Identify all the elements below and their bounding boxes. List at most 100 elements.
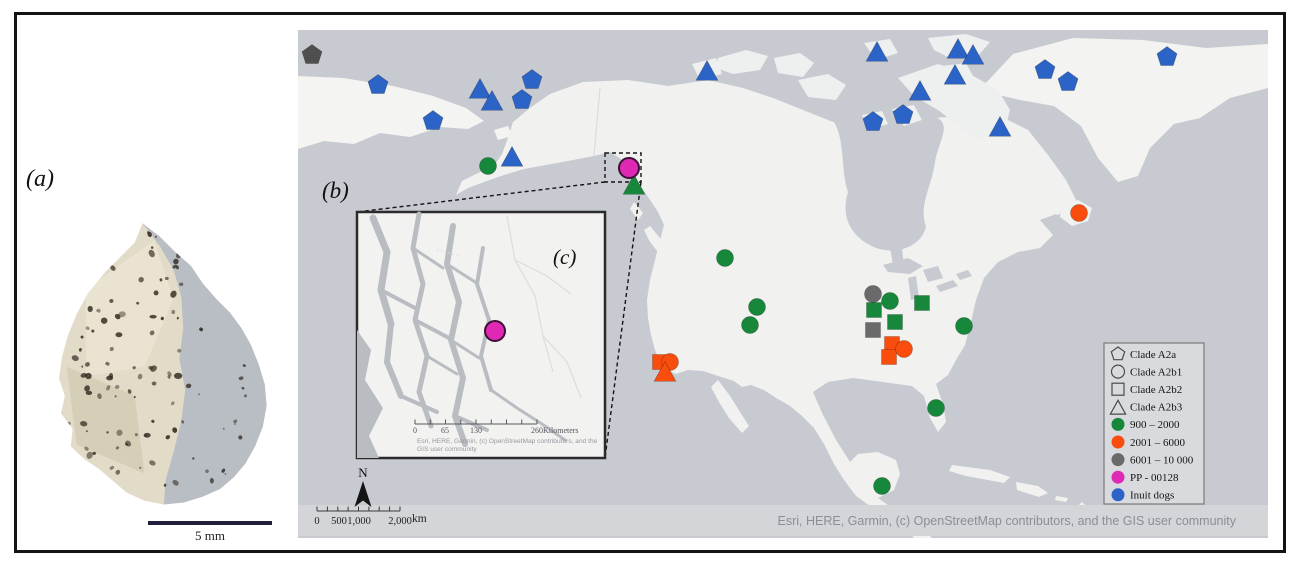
legend-item: Clade A2b3 — [1109, 399, 1183, 415]
legend-item: Clade A2a — [1110, 346, 1176, 361]
inset-attribution-line2: GIS user community — [417, 446, 477, 453]
map-marker-circle-gray — [864, 285, 882, 303]
map-marker-circle-green — [927, 399, 945, 417]
map-marker-square-gray — [865, 322, 881, 338]
panel-a-label: (a) — [26, 166, 54, 192]
legend-label: Inuit dogs — [1130, 490, 1174, 502]
inset-scale-unit: Kilometers — [543, 426, 579, 435]
map-marker-circle-green — [873, 477, 891, 495]
inset-scale-label: 0 — [413, 426, 417, 435]
map-marker-triangle-blue — [961, 43, 985, 65]
legend-icon-circle-outline — [1110, 364, 1126, 379]
inset-scale-label: 130 — [470, 426, 482, 435]
map-marker-square-green — [866, 302, 882, 318]
legend-label: 6001 – 10 000 — [1130, 454, 1194, 466]
attribution-band — [298, 505, 1268, 536]
main-scale-label: 500 — [331, 516, 347, 527]
map-marker-pentagon-dark — [301, 44, 323, 64]
inset-map: (c) 0 65 130 260 Kilometers Esri, HERE, Gar… — [355, 210, 607, 460]
panel-b-label: (b) — [322, 178, 349, 203]
legend-icon-circle-blue — [1111, 488, 1125, 502]
map-panel: Esri, HERE, Garmin, (c) OpenStreetMap co… — [298, 30, 1268, 538]
legend-label: Clade A2b3 — [1130, 402, 1183, 414]
legend-item: 900 – 2000 — [1111, 417, 1180, 431]
map-marker-square-green — [887, 314, 903, 330]
map-marker-pentagon-blue — [367, 74, 389, 94]
map-marker-pentagon-blue — [1034, 59, 1056, 79]
legend-label: 2001 – 6000 — [1130, 437, 1186, 449]
legend-box: Clade A2a Clade A2b1 Clade A2b2 Clade A2b3 9… — [1103, 342, 1205, 505]
scale-bar — [148, 521, 272, 525]
map-marker-triangle-green — [622, 173, 646, 195]
north-label: N — [358, 465, 368, 480]
map-marker-triangle-blue — [468, 77, 492, 99]
markers-layer — [301, 37, 1178, 495]
map-marker-circle-green — [716, 249, 734, 267]
map-marker-circle-orange — [1070, 204, 1088, 222]
map-marker-triangle-blue — [865, 40, 889, 62]
main-scale-unit: km — [412, 513, 427, 525]
map-marker-pentagon-blue — [511, 89, 533, 109]
map-marker-circle-green — [748, 298, 766, 316]
map-marker-circle-green — [881, 292, 899, 310]
map-marker-pentagon-blue — [892, 104, 914, 124]
legend-icon-pentagon-outline — [1110, 346, 1126, 361]
map-marker-pentagon-blue — [422, 110, 444, 130]
map-marker-circle-magenta — [618, 157, 640, 179]
map-marker-circle-magenta — [484, 320, 506, 342]
scale-bar-label: 5 mm — [195, 528, 225, 543]
legend-icon-circle-orange — [1111, 435, 1125, 449]
map-marker-triangle-blue — [500, 145, 524, 167]
zoom-region-box — [604, 152, 642, 183]
map-marker-triangle-blue — [988, 115, 1012, 137]
legend-label: PP - 00128 — [1130, 472, 1179, 484]
legend-label: Clade A2a — [1130, 349, 1176, 361]
map-marker-triangle-blue — [946, 37, 970, 59]
map-marker-circle-green — [479, 157, 497, 175]
legend-icon-square-outline — [1111, 382, 1125, 396]
map-svg: Esri, HERE, Garmin, (c) OpenStreetMap co… — [298, 30, 1268, 538]
map-marker-triangle-blue — [908, 79, 932, 101]
main-scale-label: 1,000 — [347, 516, 371, 527]
inset-marker-layer — [484, 320, 506, 342]
bone-fragment — [59, 223, 267, 505]
legend-item: 2001 – 6000 — [1111, 435, 1186, 449]
legend-item: Clade A2b1 — [1110, 364, 1182, 379]
legend-item: Clade A2b2 — [1111, 382, 1182, 396]
map-marker-pentagon-blue — [1156, 46, 1178, 66]
border-line — [593, 87, 601, 157]
inset-scale-label: 65 — [441, 426, 449, 435]
map-marker-circle-green — [741, 316, 759, 334]
north-arrow: N — [354, 465, 372, 507]
inset-attribution-line1: Esri, HERE, Garmin, (c) OpenStreetMap co… — [417, 438, 598, 445]
map-marker-triangle-blue — [480, 89, 504, 111]
legend-icon-circle-magenta — [1111, 470, 1125, 484]
map-marker-pentagon-blue — [521, 69, 543, 89]
map-marker-square-green — [914, 295, 930, 311]
legend-item: 6001 – 10 000 — [1111, 453, 1194, 467]
map-marker-triangle-blue — [695, 59, 719, 81]
legend-label: Clade A2b1 — [1130, 366, 1182, 378]
bone-photo — [59, 223, 267, 505]
legend-icon-circle-green — [1111, 417, 1125, 431]
legend-label: 900 – 2000 — [1130, 419, 1180, 431]
zoom-leader-line-2 — [604, 181, 642, 459]
legend-item: PP - 00128 — [1111, 470, 1179, 484]
map-marker-circle-orange — [895, 340, 913, 358]
legend-label: Clade A2b2 — [1130, 384, 1182, 396]
main-scale-label: 0 — [314, 516, 319, 527]
panel-c-label: (c) — [553, 245, 576, 269]
map-marker-pentagon-blue — [862, 111, 884, 131]
map-marker-triangle-blue — [943, 63, 967, 85]
map-attribution: Esri, HERE, Garmin, (c) OpenStreetMap co… — [778, 514, 1237, 528]
north-arrow-glyph — [354, 481, 372, 507]
legend-icon-circle-gray — [1111, 453, 1125, 467]
inset-scale-bar: 0 65 130 260 — [413, 419, 543, 435]
map-marker-triangle-orange — [653, 360, 677, 382]
main-scale-label: 2,000 — [388, 516, 412, 527]
legend-icon-triangle-outline — [1109, 399, 1127, 415]
great-lakes — [883, 258, 972, 300]
legend-item: Inuit dogs — [1111, 488, 1174, 502]
main-scale-bar: 0 500 1,000 2,000 — [314, 506, 412, 527]
